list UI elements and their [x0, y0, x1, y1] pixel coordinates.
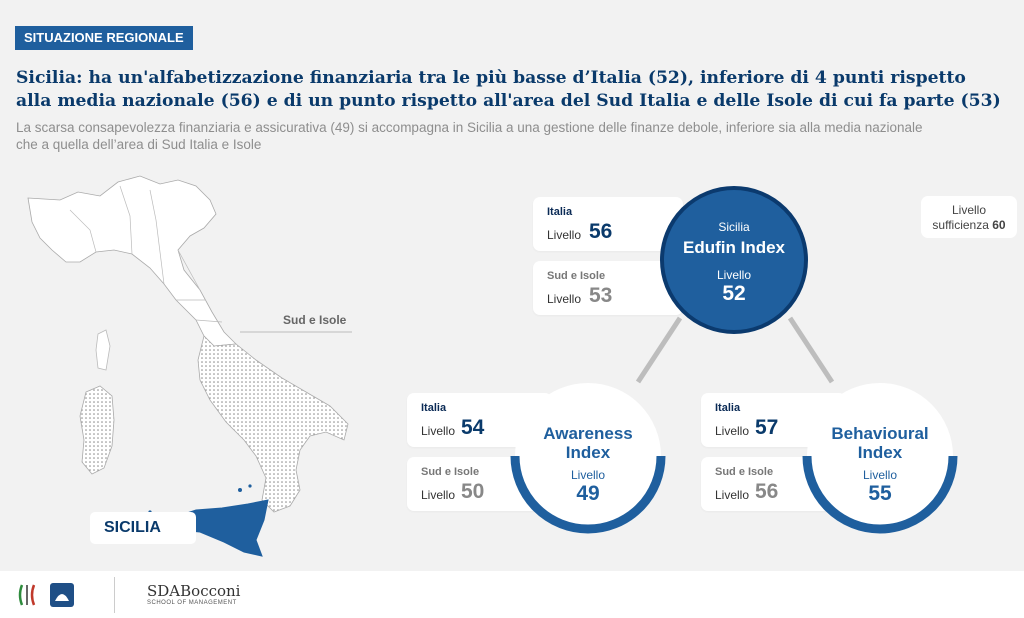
awareness-name-2: Index [565, 443, 611, 462]
edufin-italia-value: 56 [589, 220, 613, 243]
sardegna [79, 385, 115, 475]
threshold-label: Livello [951, 203, 987, 217]
region-label-sicilia: SICILIA [90, 512, 196, 544]
edufin-region: Sicilia [718, 220, 750, 234]
awareness-level-value: 49 [576, 482, 600, 505]
sda-bocconi-logo: SDABocconi [147, 582, 241, 600]
threshold-text: sufficienza [932, 218, 989, 232]
subheadline-line-2: che a quella dell’area di Sud Italia e I… [16, 137, 262, 152]
pill-level-label: Livello [547, 228, 582, 242]
pill-title: Italia [421, 402, 447, 414]
edufin-index-name: Edufin Index [683, 238, 785, 257]
threshold-line: sufficienza 60 [921, 218, 1017, 233]
section-tag: SITUAZIONE REGIONALE [15, 26, 193, 50]
pill-level-label: Livello [421, 424, 456, 438]
edufin-level-label: Livello [716, 268, 752, 282]
awareness-level-label: Livello [570, 468, 606, 482]
behavioural-sud-value: 56 [755, 480, 779, 503]
behavioural-index-circle: Behavioural Index Livello 55 [802, 378, 958, 534]
awareness-index-circle: Awareness Index Livello 49 [510, 378, 666, 534]
behavioural-ring [802, 383, 958, 534]
subheadline-line-1: La scarsa consapevolezza finanziaria e a… [16, 120, 923, 135]
corsica [95, 329, 111, 371]
pill-level-label: Livello [715, 424, 750, 438]
pill-title: Sud e Isole [715, 466, 774, 478]
pill-level-label: Livello [715, 488, 750, 502]
edufin-sud-value: 53 [589, 284, 613, 307]
area-label-sud-e-isole: Sud e Isole [283, 313, 347, 327]
headline-line-1: Sicilia: ha un'alfabetizzazione finanzia… [16, 68, 966, 88]
edufin-level-value: 52 [722, 282, 746, 305]
footer-divider [114, 577, 115, 613]
threshold-value: 60 [992, 218, 1006, 232]
pill-level-label: Livello [421, 488, 456, 502]
edufin-italia-pill: Italia Livello 56 [533, 197, 683, 251]
pill-title: Sud e Isole [547, 270, 606, 282]
edufin-index-circle: Sicilia Edufin Index Livello 52 [660, 186, 808, 334]
pill-level-label: Livello [547, 292, 582, 306]
edufin-sud-pill: Sud e Isole Livello 53 [533, 261, 683, 315]
sda-bocconi-subtitle: SCHOOL OF MANAGEMENT [147, 600, 237, 606]
behavioural-name-1: Behavioural [831, 424, 929, 443]
partner-logos [18, 583, 74, 607]
sud-region [197, 335, 349, 513]
awareness-name-1: Awareness [543, 424, 633, 443]
awareness-ring [510, 383, 666, 534]
pill-title: Sud e Isole [421, 466, 480, 478]
footer [0, 571, 1024, 618]
pill-title: Italia [715, 402, 741, 414]
behavioural-level-label: Livello [862, 468, 898, 482]
threshold-box: Livello sufficienza 60 [921, 196, 1017, 238]
sicilia-region [171, 499, 269, 557]
subheadline: La scarsa consapevolezza finanziaria e a… [16, 119, 1006, 153]
behavioural-level-value: 55 [868, 482, 892, 505]
awareness-sud-value: 50 [461, 480, 485, 503]
italy-map [27, 175, 352, 557]
headline: Sicilia: ha un'alfabetizzazione finanzia… [16, 67, 1006, 113]
awareness-italia-value: 54 [461, 416, 485, 439]
behavioural-italia-value: 57 [755, 416, 779, 439]
pill-title: Italia [547, 206, 573, 218]
headline-line-2: alla media nazionale (56) e di un punto … [16, 91, 1001, 111]
behavioural-name-2: Index [857, 443, 903, 462]
